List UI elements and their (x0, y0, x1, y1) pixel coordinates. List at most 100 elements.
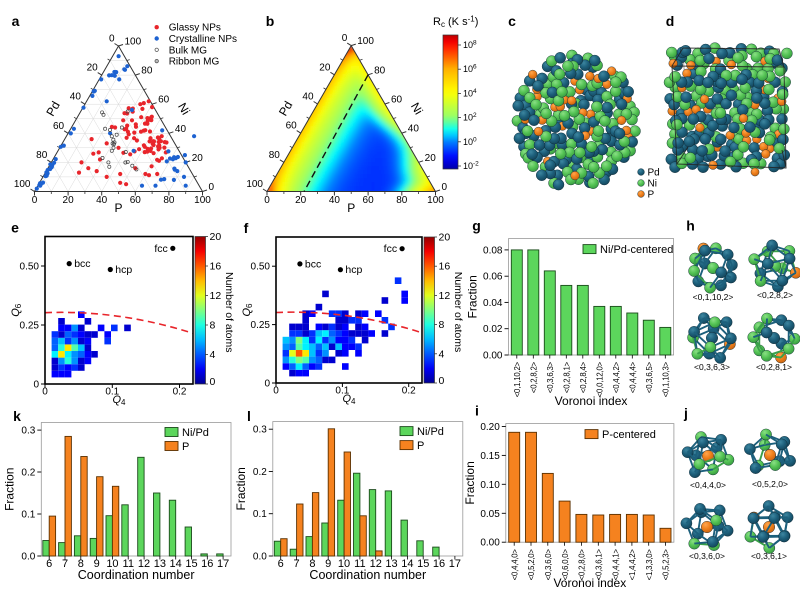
svg-text:20: 20 (87, 63, 99, 74)
svg-text:80: 80 (374, 65, 386, 76)
svg-text:0.10: 0.10 (480, 480, 500, 491)
svg-text:hcp: hcp (115, 264, 132, 276)
svg-text:16: 16 (201, 558, 213, 570)
svg-text:40: 40 (329, 195, 341, 206)
svg-text:0.1: 0.1 (335, 386, 349, 397)
svg-text:0.04: 0.04 (483, 298, 503, 309)
svg-text:12: 12 (370, 558, 382, 570)
svg-text:16: 16 (439, 261, 451, 273)
svg-text:11: 11 (123, 558, 134, 570)
svg-text:<0,5,2,0>: <0,5,2,0> (752, 479, 788, 489)
svg-text:Q4: Q4 (112, 394, 126, 407)
svg-text:0.00: 0.00 (483, 351, 503, 362)
svg-text:P-centered: P-centered (602, 429, 656, 441)
svg-text:<0,3,6,0>: <0,3,6,0> (544, 549, 553, 581)
svg-text:<0,2,8,1>: <0,2,8,1> (756, 362, 792, 372)
svg-text:0.2: 0.2 (173, 387, 187, 398)
svg-text:0: 0 (442, 182, 448, 193)
svg-text:60: 60 (53, 121, 65, 132)
svg-text:6: 6 (278, 558, 284, 570)
svg-text:b: b (266, 13, 275, 29)
svg-text:Q4: Q4 (342, 393, 356, 406)
svg-text:80: 80 (36, 150, 48, 161)
svg-text:20: 20 (425, 153, 437, 164)
svg-text:7: 7 (62, 558, 68, 570)
svg-text:hcp: hcp (345, 264, 362, 276)
svg-text:<0,2,8,2>: <0,2,8,2> (757, 290, 793, 300)
svg-text:Rc (K s-1): Rc (K s-1) (433, 15, 478, 30)
svg-text:Pd: Pd (648, 168, 660, 179)
svg-text:0.50: 0.50 (20, 262, 40, 273)
svg-text:10: 10 (338, 558, 350, 570)
svg-text:8: 8 (309, 558, 315, 570)
svg-text:<0,4,4,0>: <0,4,4,0> (690, 480, 726, 490)
svg-text:16: 16 (210, 261, 222, 273)
svg-text:<0,2,8,4>: <0,2,8,4> (579, 361, 588, 393)
svg-text:102: 102 (463, 112, 477, 123)
svg-text:108: 108 (463, 40, 477, 51)
svg-text:Q6: Q6 (241, 303, 254, 317)
svg-text:0.2: 0.2 (253, 467, 267, 478)
svg-text:<0,4,4,2>: <0,4,4,2> (612, 361, 621, 393)
svg-text:<0,4,4,4>: <0,4,4,4> (629, 361, 638, 393)
svg-text:g: g (472, 218, 481, 234)
svg-text:0.15: 0.15 (480, 451, 500, 462)
svg-text:100: 100 (194, 195, 211, 206)
svg-text:0.1: 0.1 (105, 387, 119, 398)
svg-text:100: 100 (427, 195, 444, 206)
svg-text:17: 17 (217, 558, 229, 570)
svg-text:<0,3,6,1>: <0,3,6,1> (751, 551, 787, 561)
svg-text:0.0: 0.0 (21, 552, 35, 563)
svg-text:<0,2,8,1>: <0,2,8,1> (563, 361, 572, 393)
svg-text:0.06: 0.06 (483, 272, 503, 283)
svg-text:15: 15 (417, 558, 429, 570)
svg-text:0: 0 (109, 34, 115, 45)
svg-text:0: 0 (210, 376, 216, 388)
svg-text:60: 60 (286, 121, 298, 132)
svg-text:i: i (475, 403, 479, 419)
svg-text:j: j (683, 405, 688, 421)
svg-text:9: 9 (94, 558, 100, 570)
svg-text:60: 60 (391, 94, 403, 105)
svg-text:0: 0 (264, 379, 270, 390)
svg-text:a: a (12, 13, 20, 29)
svg-text:11: 11 (354, 558, 365, 570)
svg-text:<0,1,10,2>: <0,1,10,2> (693, 292, 734, 302)
svg-text:8: 8 (78, 558, 84, 570)
svg-text:Q6: Q6 (10, 303, 23, 317)
svg-text:Bulk MG: Bulk MG (169, 45, 208, 56)
svg-text:P: P (417, 440, 424, 452)
svg-text:0: 0 (264, 195, 270, 206)
svg-text:Number of atoms: Number of atoms (223, 272, 235, 353)
svg-text:6: 6 (46, 558, 52, 570)
svg-text:fcc: fcc (154, 243, 167, 255)
svg-text:0: 0 (209, 182, 215, 193)
svg-text:0.1: 0.1 (253, 509, 267, 520)
svg-text:Fraction: Fraction (2, 468, 16, 511)
svg-text:<0,3,6,5>: <0,3,6,5> (645, 361, 654, 393)
svg-text:10: 10 (106, 558, 118, 570)
svg-text:Pd: Pd (276, 99, 295, 119)
svg-text:Fraction: Fraction (466, 275, 480, 318)
svg-text:Fraction: Fraction (234, 467, 248, 510)
svg-text:h: h (686, 218, 695, 234)
svg-text:60: 60 (158, 95, 170, 106)
svg-text:P: P (182, 441, 189, 453)
svg-text:0.3: 0.3 (253, 425, 267, 436)
svg-text:8: 8 (210, 320, 216, 332)
svg-text:Coordination number: Coordination number (78, 568, 195, 582)
svg-text:20: 20 (63, 195, 75, 206)
svg-text:<0,4,4,1>: <0,4,4,1> (611, 549, 620, 581)
svg-text:0.05: 0.05 (480, 509, 500, 520)
svg-text:80: 80 (396, 195, 408, 206)
svg-text:c: c (508, 13, 516, 29)
svg-text:0.0: 0.0 (253, 552, 267, 563)
svg-text:0: 0 (439, 375, 445, 387)
svg-text:<0,2,8,2>: <0,2,8,2> (530, 361, 539, 393)
svg-text:12: 12 (138, 558, 150, 570)
svg-text:bcc: bcc (74, 258, 90, 270)
svg-text:40: 40 (408, 124, 420, 135)
svg-text:0: 0 (32, 195, 38, 206)
svg-text:Ni/Pd: Ni/Pd (182, 427, 209, 439)
svg-text:Ni/Pd-centered: Ni/Pd-centered (600, 244, 673, 256)
